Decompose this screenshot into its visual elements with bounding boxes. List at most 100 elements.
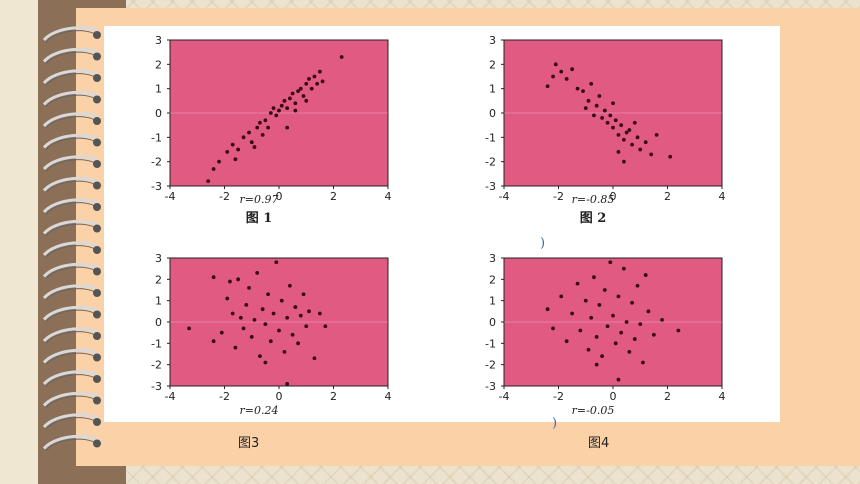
data-point	[312, 356, 317, 361]
y-tick-label: 2	[155, 273, 162, 286]
data-point	[233, 157, 238, 162]
data-point	[249, 335, 254, 339]
y-tick-label: 1	[155, 295, 162, 308]
data-point	[309, 86, 314, 91]
data-point	[263, 322, 268, 327]
x-tick-label: 0	[276, 390, 283, 403]
y-tick-label: -2	[485, 359, 496, 372]
x-tick-label: 0	[276, 190, 283, 203]
data-point	[559, 294, 564, 299]
data-point	[258, 354, 262, 359]
spiral-ring	[42, 305, 101, 322]
y-tick-label: 1	[489, 295, 496, 308]
data-point	[619, 330, 624, 335]
data-point	[298, 313, 303, 318]
data-point	[616, 133, 621, 137]
data-point	[622, 159, 626, 164]
x-tick-label: 2	[330, 390, 337, 403]
data-point	[225, 296, 230, 301]
data-point	[605, 120, 610, 125]
data-point	[260, 133, 265, 137]
data-point	[271, 311, 276, 316]
data-point	[317, 69, 322, 74]
bracket-mark-icon: )	[540, 236, 546, 251]
data-point	[616, 150, 621, 154]
data-point	[564, 339, 569, 344]
spiral-rings	[42, 26, 101, 451]
y-tick-label: 3	[155, 252, 162, 265]
data-point	[211, 275, 216, 280]
data-point	[290, 91, 295, 96]
spiral-ring	[42, 90, 101, 107]
y-tick-label: 2	[489, 273, 496, 286]
data-point	[247, 130, 251, 135]
x-tick-label: 0	[610, 390, 617, 403]
data-point	[225, 150, 230, 154]
x-tick-label: -2	[553, 390, 564, 403]
data-point	[241, 326, 246, 331]
data-point	[583, 298, 588, 303]
x-tick-label: 2	[330, 190, 337, 203]
bracket-mark-icon: )	[552, 416, 558, 431]
data-point	[301, 292, 306, 297]
data-point	[594, 335, 599, 339]
data-point	[627, 128, 632, 132]
data-point	[288, 96, 292, 101]
data-point	[219, 330, 224, 335]
data-point	[277, 328, 281, 333]
data-point	[282, 349, 287, 354]
data-point	[545, 84, 550, 89]
data-point	[613, 341, 618, 346]
data-point	[600, 115, 604, 120]
data-point	[605, 324, 610, 329]
caption-fig4: 图4	[588, 436, 610, 451]
spiral-ring	[42, 198, 101, 215]
y-tick-label: 2	[155, 58, 162, 71]
data-point	[635, 283, 640, 288]
data-point	[285, 125, 290, 130]
data-point	[619, 123, 624, 128]
figure-title: 图 2	[580, 211, 607, 226]
correlation-label: r=0.97	[240, 193, 279, 206]
data-point	[258, 120, 262, 125]
data-point	[592, 113, 596, 118]
data-point	[244, 303, 249, 307]
data-point	[285, 106, 290, 111]
data-point	[600, 354, 604, 359]
data-point	[602, 108, 607, 113]
spiral-ring	[42, 133, 101, 150]
y-tick-label: -3	[485, 380, 496, 393]
data-point	[285, 381, 290, 386]
data-point	[252, 317, 257, 322]
data-point	[268, 339, 273, 344]
spiral-ring	[42, 176, 101, 193]
y-tick-label: 0	[489, 316, 496, 329]
data-point	[263, 118, 268, 123]
data-point	[578, 328, 583, 333]
data-point	[583, 106, 588, 111]
x-tick-label: 2	[664, 390, 671, 403]
data-point	[271, 106, 276, 111]
data-point	[236, 147, 241, 152]
y-tick-label: 0	[155, 107, 162, 120]
data-point	[641, 360, 645, 365]
data-point	[594, 362, 599, 367]
data-point	[288, 283, 292, 288]
data-point	[285, 315, 290, 320]
data-point	[611, 101, 615, 106]
data-point	[274, 113, 279, 118]
data-point	[236, 277, 241, 282]
data-point	[622, 137, 626, 142]
y-tick-label: -2	[485, 156, 496, 169]
data-point	[263, 360, 268, 365]
data-point	[296, 89, 300, 93]
x-tick-label: 4	[385, 390, 392, 403]
y-tick-label: 0	[489, 107, 496, 120]
y-tick-label: 3	[489, 252, 496, 265]
data-point	[627, 349, 632, 354]
spiral-ring	[42, 413, 101, 430]
plot-area	[169, 39, 389, 187]
data-point	[570, 67, 575, 72]
data-point	[277, 108, 281, 113]
y-tick-label: 3	[489, 34, 496, 47]
